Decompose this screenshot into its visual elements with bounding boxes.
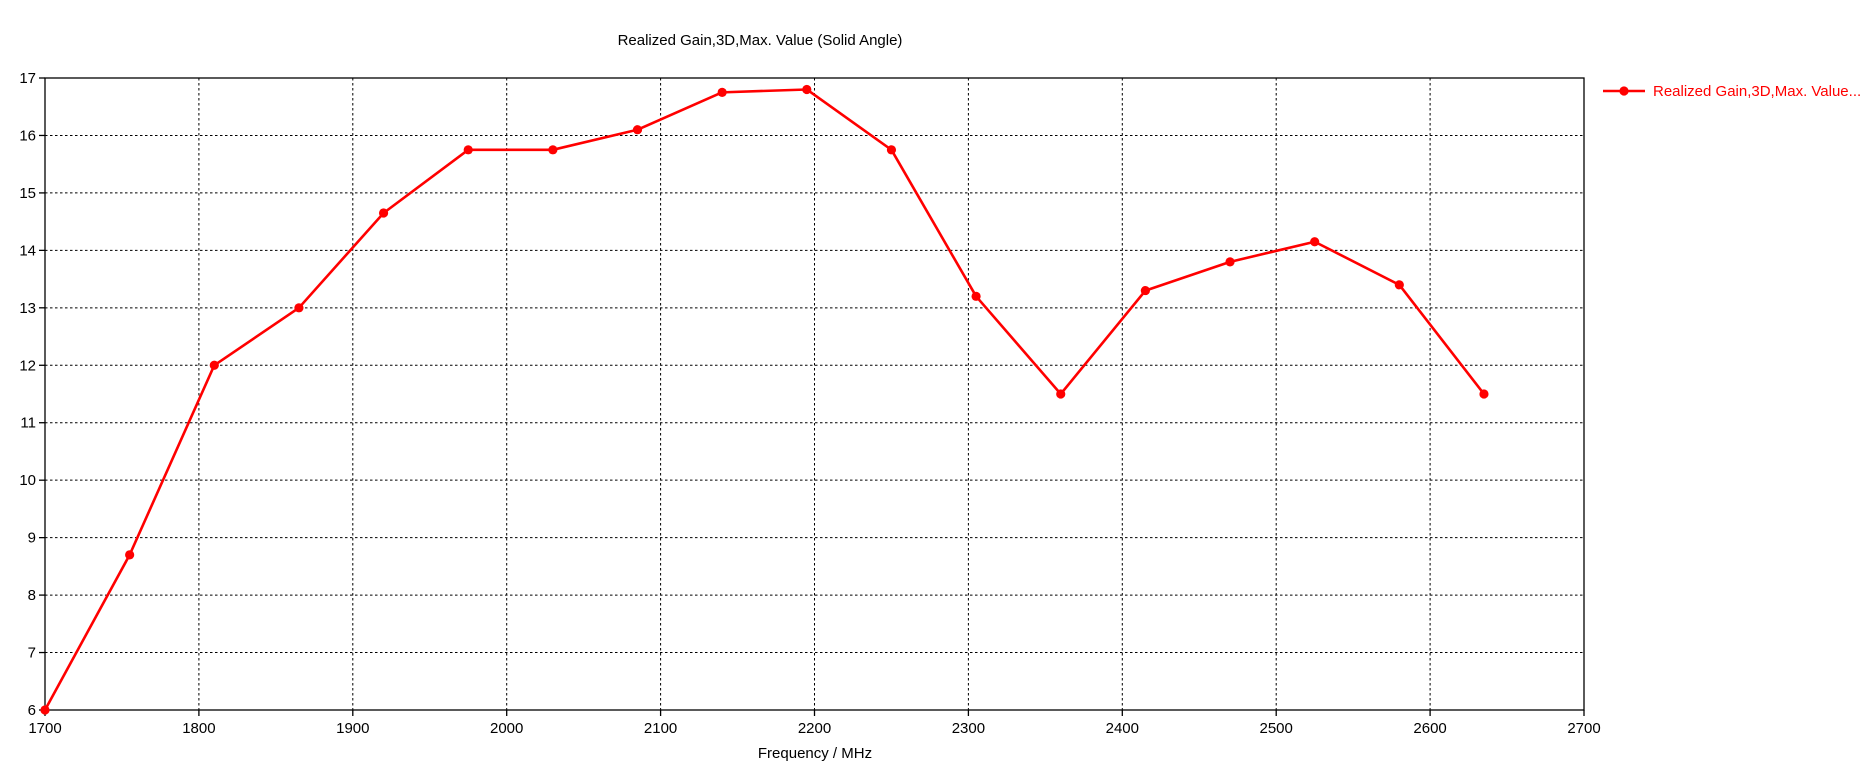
x-tick-label: 2500 — [1260, 720, 1293, 737]
legend-line-marker-icon — [1603, 86, 1645, 96]
data-point — [1394, 280, 1404, 290]
data-point — [802, 84, 812, 95]
data-point — [40, 705, 50, 715]
data-point — [717, 87, 727, 97]
chart-title: Realized Gain,3D,Max. Value (Solid Angle… — [617, 32, 903, 49]
data-point — [1056, 389, 1066, 399]
data-point — [886, 145, 897, 155]
x-tick-label: 2700 — [1567, 720, 1600, 737]
series-line — [43, 88, 1486, 712]
data-point — [632, 125, 643, 135]
data-point — [125, 550, 135, 560]
data-point — [378, 208, 389, 218]
data-point — [548, 145, 558, 155]
x-tick-label: 2200 — [798, 720, 831, 737]
data-point — [463, 145, 473, 155]
x-tick-label: 1800 — [182, 720, 215, 737]
y-tick-label: 11 — [20, 415, 36, 432]
y-tick-label: 16 — [19, 127, 36, 144]
data-point — [1310, 237, 1320, 247]
legend[interactable]: Realized Gain,3D,Max. Value... — [1602, 82, 1861, 100]
y-tick-label: 17 — [19, 70, 36, 87]
legend-label: Realized Gain,3D,Max. Value... — [1653, 82, 1862, 100]
data-point — [1140, 285, 1150, 296]
x-tick-label: 1900 — [336, 720, 369, 737]
y-tick-label: 8 — [28, 587, 36, 604]
y-tick-label: 7 — [28, 645, 36, 662]
data-point — [1225, 257, 1235, 267]
data-point — [1479, 389, 1489, 399]
data-point — [294, 303, 304, 313]
x-tick-label: 2100 — [644, 720, 677, 737]
data-point — [209, 360, 219, 370]
data-point — [971, 291, 981, 301]
x-axis-label: Frequency / MHz — [757, 745, 873, 762]
x-tick-label: 2600 — [1413, 720, 1446, 737]
x-tick-label: 2400 — [1106, 720, 1139, 737]
y-tick-label: 6 — [28, 702, 36, 719]
x-tick-label: 2300 — [952, 720, 985, 737]
y-tick-label: 12 — [19, 357, 36, 374]
x-tick-label: 1700 — [28, 720, 61, 737]
y-tick-label: 9 — [28, 530, 36, 547]
y-tick-label: 10 — [19, 472, 36, 489]
y-tick-label: 13 — [19, 300, 36, 317]
x-tick-label: 2000 — [490, 720, 523, 737]
y-tick-label: 15 — [19, 185, 36, 202]
y-tick-label: 14 — [19, 242, 36, 259]
